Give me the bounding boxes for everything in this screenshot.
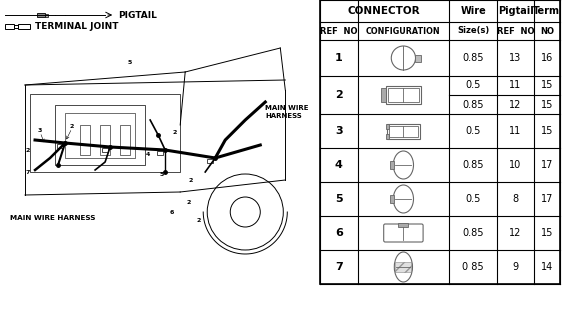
Text: Size(s): Size(s): [457, 27, 490, 36]
Text: 0.85: 0.85: [463, 53, 484, 63]
Text: 11: 11: [509, 126, 522, 136]
Bar: [30, 94, 180, 172]
Text: 3: 3: [38, 127, 42, 132]
Text: CONNECTOR: CONNECTOR: [348, 6, 420, 16]
Bar: [388, 88, 419, 102]
Text: 11: 11: [509, 81, 522, 91]
Text: 1: 1: [335, 53, 343, 63]
Bar: [395, 262, 411, 272]
Text: 0.5: 0.5: [465, 126, 481, 136]
Text: 0.85: 0.85: [463, 160, 484, 170]
Bar: [207, 159, 213, 163]
Text: 13: 13: [509, 53, 522, 63]
Text: 0.85: 0.85: [463, 100, 484, 109]
Text: 2: 2: [335, 90, 343, 100]
Bar: [14, 25, 18, 28]
Bar: [389, 125, 418, 137]
Text: Wire: Wire: [460, 6, 486, 16]
Text: Term: Term: [533, 6, 560, 16]
Bar: [102, 148, 108, 152]
Text: MAIN WIRE
HARNESS: MAIN WIRE HARNESS: [265, 106, 309, 119]
Text: 2: 2: [70, 124, 74, 129]
Text: 15: 15: [541, 228, 553, 238]
Bar: [390, 161, 395, 169]
Text: 15: 15: [541, 126, 553, 136]
Text: 17: 17: [541, 194, 553, 204]
Bar: [381, 88, 386, 102]
Bar: [157, 151, 163, 155]
Text: REF  NO: REF NO: [497, 27, 534, 36]
Bar: [390, 195, 395, 203]
Text: PIGTAIL: PIGTAIL: [118, 11, 157, 20]
Bar: [320, 0, 560, 284]
Text: 9: 9: [513, 262, 519, 272]
Text: 12: 12: [509, 228, 522, 238]
Text: 2: 2: [173, 130, 178, 134]
Text: 5: 5: [335, 194, 343, 204]
Bar: [45, 13, 48, 17]
Text: 5: 5: [128, 60, 132, 65]
Text: 6: 6: [170, 210, 174, 214]
Bar: [80, 125, 90, 155]
Text: 6: 6: [335, 228, 343, 238]
Text: 17: 17: [541, 160, 553, 170]
Text: 0 85: 0 85: [463, 262, 484, 272]
Bar: [18, 24, 30, 29]
Text: 16: 16: [541, 53, 553, 63]
Text: 0.85: 0.85: [463, 228, 484, 238]
Bar: [387, 124, 420, 139]
Text: REF  NO: REF NO: [320, 27, 357, 36]
Text: 4: 4: [146, 153, 151, 157]
Text: 3: 3: [335, 126, 343, 136]
Text: 2: 2: [186, 199, 191, 204]
Text: MAIN WIRE HARNESS: MAIN WIRE HARNESS: [10, 215, 96, 221]
Text: Pigtail: Pigtail: [498, 6, 533, 16]
Text: 7: 7: [335, 262, 343, 272]
Text: 15: 15: [541, 100, 553, 109]
Bar: [415, 54, 420, 61]
Bar: [398, 222, 409, 227]
Bar: [386, 133, 389, 139]
Bar: [100, 125, 110, 155]
Bar: [386, 124, 389, 129]
Text: 14: 14: [541, 262, 553, 272]
Text: 7: 7: [26, 170, 30, 174]
Text: 8: 8: [513, 194, 519, 204]
Bar: [5, 24, 14, 29]
Text: 2: 2: [188, 178, 192, 182]
Bar: [120, 125, 130, 155]
Text: TERMINAL JOINT: TERMINAL JOINT: [35, 22, 119, 31]
Bar: [57, 144, 63, 148]
Text: 0.5: 0.5: [465, 194, 481, 204]
Bar: [386, 86, 420, 104]
Text: 15: 15: [541, 81, 553, 91]
Text: 5: 5: [160, 172, 164, 178]
Bar: [55, 105, 145, 165]
Text: 2: 2: [26, 148, 30, 153]
Text: 2: 2: [196, 218, 201, 222]
Text: 10: 10: [509, 160, 522, 170]
Bar: [65, 113, 135, 158]
Text: NO: NO: [540, 27, 554, 36]
Bar: [37, 13, 45, 17]
Text: 12: 12: [509, 100, 522, 109]
Text: CONFIGURATION: CONFIGURATION: [366, 27, 441, 36]
Text: 0.5: 0.5: [465, 81, 481, 91]
Text: 4: 4: [335, 160, 343, 170]
